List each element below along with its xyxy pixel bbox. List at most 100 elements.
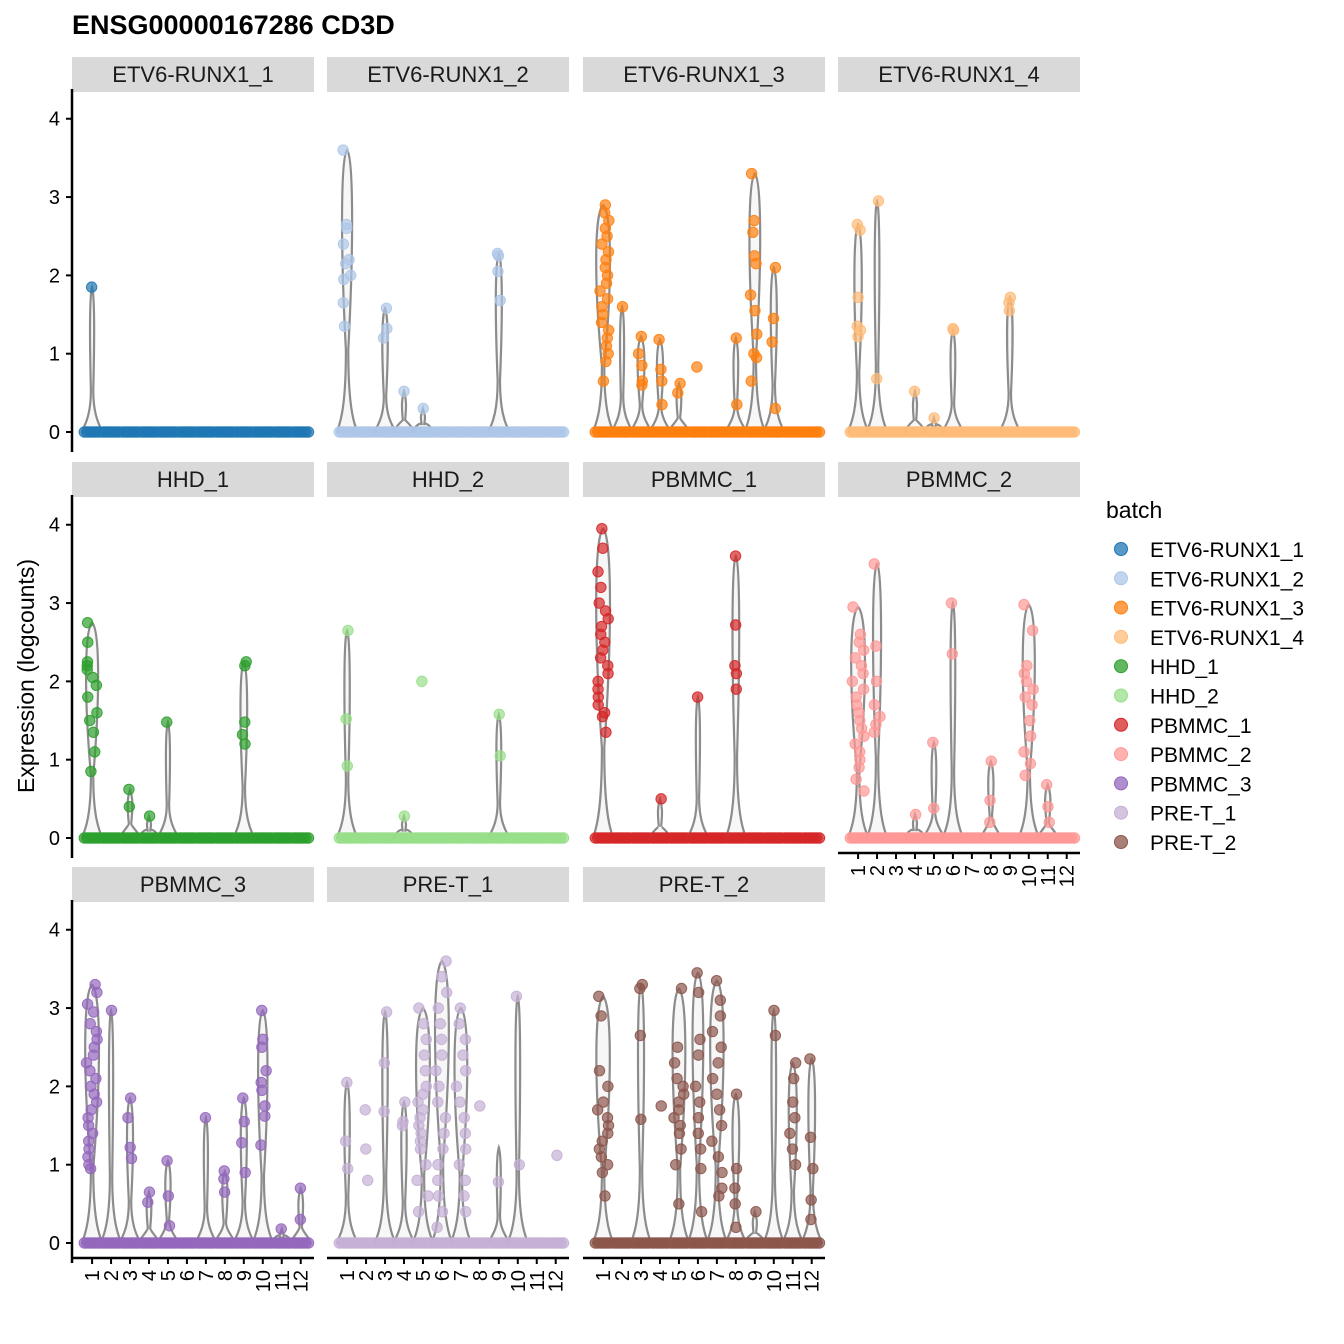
data-point xyxy=(440,955,452,967)
data-point xyxy=(1040,779,1053,791)
data-point xyxy=(804,1053,816,1065)
y-tick-label: 0 xyxy=(49,828,60,850)
data-point xyxy=(236,1137,248,1149)
violin xyxy=(335,1079,359,1245)
y-tick-label: 0 xyxy=(49,1233,60,1255)
violin xyxy=(487,1143,510,1245)
data-point xyxy=(674,377,686,390)
data-point xyxy=(653,333,665,346)
strip-label: HHD_1 xyxy=(157,467,229,492)
cluster-3 xyxy=(627,978,655,1249)
cluster-6 xyxy=(684,967,712,1249)
data-point xyxy=(454,1096,466,1108)
data-point xyxy=(928,802,940,814)
data-point xyxy=(715,1041,727,1053)
data-point xyxy=(854,224,866,236)
strip-label: HHD_2 xyxy=(412,467,484,492)
violin xyxy=(941,599,965,840)
cluster-8 xyxy=(977,755,1005,844)
data-point xyxy=(161,716,173,728)
cluster-4 xyxy=(390,1096,418,1249)
violin xyxy=(903,387,927,434)
data-point xyxy=(557,1237,570,1249)
data-point xyxy=(872,195,885,207)
data-point xyxy=(1026,699,1038,711)
cluster-12 xyxy=(1053,832,1081,844)
data-point xyxy=(161,1155,173,1167)
data-point xyxy=(731,398,743,411)
violin xyxy=(686,971,710,1245)
violin xyxy=(335,148,359,434)
cluster-3 xyxy=(627,330,655,438)
violin xyxy=(156,718,180,840)
data-point xyxy=(595,1151,608,1163)
data-point xyxy=(123,800,136,813)
data-point xyxy=(694,1096,706,1108)
data-point xyxy=(454,1002,467,1014)
x-tick-label: 12 xyxy=(291,1270,313,1292)
data-point xyxy=(947,322,959,335)
x-tick-label: 1 xyxy=(848,865,870,876)
data-point xyxy=(597,542,609,554)
data-point xyxy=(691,361,703,373)
data-point xyxy=(1020,675,1033,688)
data-point xyxy=(460,1143,472,1155)
data-point xyxy=(239,716,251,728)
data-point xyxy=(84,1018,96,1030)
strip-background xyxy=(838,57,1080,92)
data-point xyxy=(636,359,648,372)
data-point xyxy=(437,1143,449,1155)
data-point xyxy=(593,597,605,609)
cluster-12 xyxy=(1053,426,1081,438)
data-point xyxy=(853,761,865,774)
x-tick-label: 12 xyxy=(802,1270,824,1292)
data-point xyxy=(730,332,742,344)
data-point xyxy=(787,1096,799,1108)
cluster-12 xyxy=(798,1053,826,1249)
data-point xyxy=(493,708,505,720)
data-point xyxy=(768,1004,780,1017)
x-tick-label: 3 xyxy=(886,865,908,876)
data-point xyxy=(594,285,606,297)
x-tick-label: 10 xyxy=(1019,865,1041,887)
data-point xyxy=(435,1033,448,1046)
data-point xyxy=(747,226,759,239)
data-point xyxy=(600,355,612,368)
data-point xyxy=(945,597,958,609)
data-point xyxy=(239,660,251,672)
x-tick-label: 3 xyxy=(120,1270,142,1281)
data-point xyxy=(341,222,353,235)
data-point xyxy=(380,302,393,314)
data-point xyxy=(711,1088,723,1100)
legend-item: HHD_1 xyxy=(1114,656,1219,679)
data-point xyxy=(656,398,668,411)
data-point xyxy=(706,1072,719,1085)
cluster-1 xyxy=(589,199,617,438)
facet-panel-ETV6-RUNX1_1: ETV6-RUNX1_1 0 1 2 3 4 xyxy=(49,57,315,452)
data-point xyxy=(656,375,668,387)
cluster-5 xyxy=(665,982,693,1249)
cluster-5 xyxy=(409,1002,437,1249)
data-point xyxy=(338,273,350,285)
data-point xyxy=(595,581,607,594)
data-point xyxy=(432,1158,444,1171)
data-point xyxy=(302,426,315,438)
x-tick-label: 6 xyxy=(177,1270,199,1281)
data-point xyxy=(857,667,869,680)
data-point xyxy=(91,986,103,999)
cluster-1 xyxy=(844,601,872,844)
y-tick-label: 1 xyxy=(49,344,60,366)
cluster-2 xyxy=(97,832,125,844)
legend-item: PBMMC_2 xyxy=(1114,744,1252,767)
data-point xyxy=(710,974,723,987)
data-point xyxy=(670,1158,682,1171)
data-point xyxy=(87,1006,100,1018)
data-point xyxy=(813,832,826,844)
y-tick-label: 4 xyxy=(49,920,60,942)
data-point xyxy=(786,1143,799,1155)
data-point xyxy=(675,1143,687,1155)
strip-background xyxy=(583,867,825,902)
data-point xyxy=(868,558,880,570)
data-point xyxy=(668,1057,681,1069)
